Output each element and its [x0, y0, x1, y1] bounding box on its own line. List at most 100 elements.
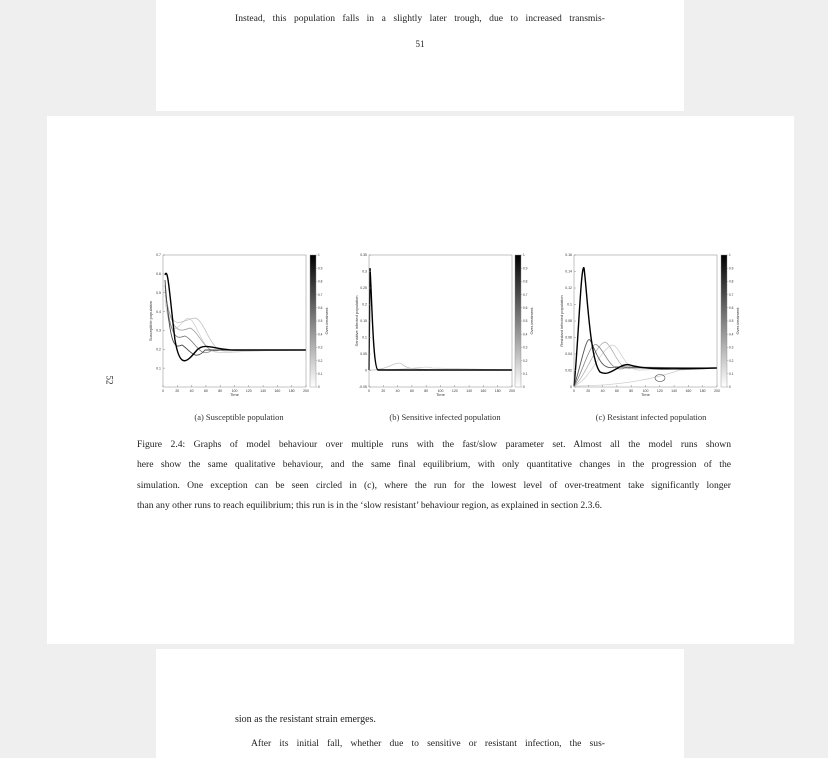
- colorbar-tick-label: 0.1: [318, 372, 323, 376]
- x-tick-label: 200: [303, 389, 309, 393]
- x-label: Time: [230, 392, 240, 397]
- x-tick-label: 180: [700, 389, 706, 393]
- y-tick-label: 0.1: [362, 336, 367, 340]
- colorbar-tick-label: 0.7: [729, 293, 734, 297]
- x-tick-label: 120: [657, 389, 663, 393]
- text-line: Instead, this population falls in a slig…: [235, 13, 605, 24]
- colorbar-tick-label: 0.8: [318, 280, 323, 284]
- text-line: sion as the resistant strain emerges.: [235, 714, 376, 725]
- colorbar-tick-label: 0: [729, 385, 731, 389]
- page: [47, 116, 794, 644]
- y-tick-label: 0.08: [565, 319, 572, 323]
- colorbar-tick-label: 0.3: [523, 346, 528, 350]
- x-tick-label: 0: [162, 389, 164, 393]
- y-label: Susceptible population: [148, 301, 153, 341]
- text-line: After its initial fall, whether due to s…: [251, 738, 605, 749]
- colorbar-tick-label: 0.7: [318, 293, 323, 297]
- subfigure-caption: (c) Resistant infected population: [596, 412, 707, 422]
- colorbar-tick-label: 1: [523, 253, 525, 257]
- caption-line: simulation. One exception can be seen ci…: [137, 480, 731, 491]
- colorbar-tick-label: 0: [523, 385, 525, 389]
- colorbar-tick-label: 1: [318, 253, 320, 257]
- x-tick-label: 80: [629, 389, 633, 393]
- colorbar-tick-label: 0.9: [318, 266, 323, 270]
- x-tick-label: 80: [218, 389, 222, 393]
- x-tick-label: 140: [466, 389, 472, 393]
- x-tick-label: 160: [274, 389, 280, 393]
- x-tick-label: 180: [289, 389, 295, 393]
- y-tick-label: -0.05: [359, 385, 367, 389]
- colorbar-tick-label: 0.9: [523, 266, 528, 270]
- page: [156, 649, 684, 758]
- colorbar-tick-label: 0.8: [729, 280, 734, 284]
- subfigure-caption: (b) Sensitive infected population: [389, 412, 501, 422]
- colorbar-tick-label: 0.6: [729, 306, 734, 310]
- x-tick-label: 60: [615, 389, 619, 393]
- colorbar-tick-label: 0: [318, 385, 320, 389]
- x-tick-label: 20: [175, 389, 179, 393]
- y-tick-label: 0.02: [565, 369, 572, 373]
- x-tick-label: 40: [396, 389, 400, 393]
- x-tick-label: 0: [573, 389, 575, 393]
- y-tick-label: 0.3: [362, 270, 367, 274]
- y-label: Resistant infected population: [559, 295, 564, 346]
- subfigure-caption: (a) Susceptible population: [194, 412, 284, 422]
- colorbar: [514, 254, 522, 388]
- x-tick-label: 20: [381, 389, 385, 393]
- y-tick-label: 0: [570, 385, 572, 389]
- colorbar-tick-label: 0.1: [729, 372, 734, 376]
- y-tick-label: 0.04: [565, 352, 572, 356]
- colorbar: [309, 254, 317, 388]
- y-label: Sensitive infected population: [354, 296, 359, 347]
- colorbar-tick-label: 1: [729, 253, 731, 257]
- x-label: Time: [436, 392, 446, 397]
- colorbar-tick-label: 0.6: [318, 306, 323, 310]
- colorbar-tick-label: 0.2: [523, 359, 528, 363]
- colorbar-tick-label: 0.7: [523, 293, 528, 297]
- colorbar-label: Over-treatment: [324, 307, 329, 335]
- colorbar-tick-label: 0.8: [523, 280, 528, 284]
- colorbar-tick-label: 0.4: [729, 332, 734, 336]
- x-tick-label: 60: [204, 389, 208, 393]
- x-tick-label: 180: [495, 389, 501, 393]
- colorbar-tick-label: 0.2: [729, 359, 734, 363]
- colorbar-tick-label: 0.6: [523, 306, 528, 310]
- caption-line: here show the same qualitative behaviour…: [137, 459, 731, 470]
- y-tick-label: 0.5: [156, 291, 161, 295]
- y-tick-label: 0.06: [565, 336, 572, 340]
- colorbar-tick-label: 0.5: [523, 319, 528, 323]
- x-tick-label: 160: [685, 389, 691, 393]
- x-tick-label: 40: [601, 389, 605, 393]
- x-tick-label: 60: [410, 389, 414, 393]
- x-tick-label: 20: [586, 389, 590, 393]
- x-tick-label: 40: [190, 389, 194, 393]
- x-tick-label: 120: [246, 389, 252, 393]
- caption-line: than any other runs to reach equilibrium…: [137, 500, 603, 511]
- y-tick-label: 0.12: [565, 286, 572, 290]
- x-tick-label: 140: [260, 389, 266, 393]
- y-tick-label: 0.1: [567, 303, 572, 307]
- x-tick-label: 140: [671, 389, 677, 393]
- y-tick-label: 0.3: [156, 329, 161, 333]
- curves: [164, 267, 718, 387]
- colorbar-tick-label: 0.1: [523, 372, 528, 376]
- plot-frame: [368, 254, 513, 388]
- y-tick-label: 0.15: [360, 319, 367, 323]
- colorbar-tick-label: 0.5: [318, 319, 323, 323]
- colorbar-tick-label: 0.2: [318, 359, 323, 363]
- colorbar-tick-label: 0.4: [318, 332, 323, 336]
- x-tick-label: 100: [438, 389, 444, 393]
- y-tick-label: 0: [365, 369, 367, 373]
- y-tick-label: 0.7: [156, 253, 161, 257]
- caption-line: Figure 2.4: Graphs of model behaviour ov…: [137, 439, 731, 450]
- x-tick-label: 100: [232, 389, 238, 393]
- y-tick-label: 0.2: [362, 303, 367, 307]
- colorbar-tick-label: 0.3: [318, 346, 323, 350]
- x-tick-label: 200: [714, 389, 720, 393]
- y-tick-label: 0.4: [156, 310, 161, 314]
- x-tick-label: 80: [424, 389, 428, 393]
- x-tick-label: 0: [368, 389, 370, 393]
- colorbar: [720, 254, 728, 388]
- x-tick-label: 120: [452, 389, 458, 393]
